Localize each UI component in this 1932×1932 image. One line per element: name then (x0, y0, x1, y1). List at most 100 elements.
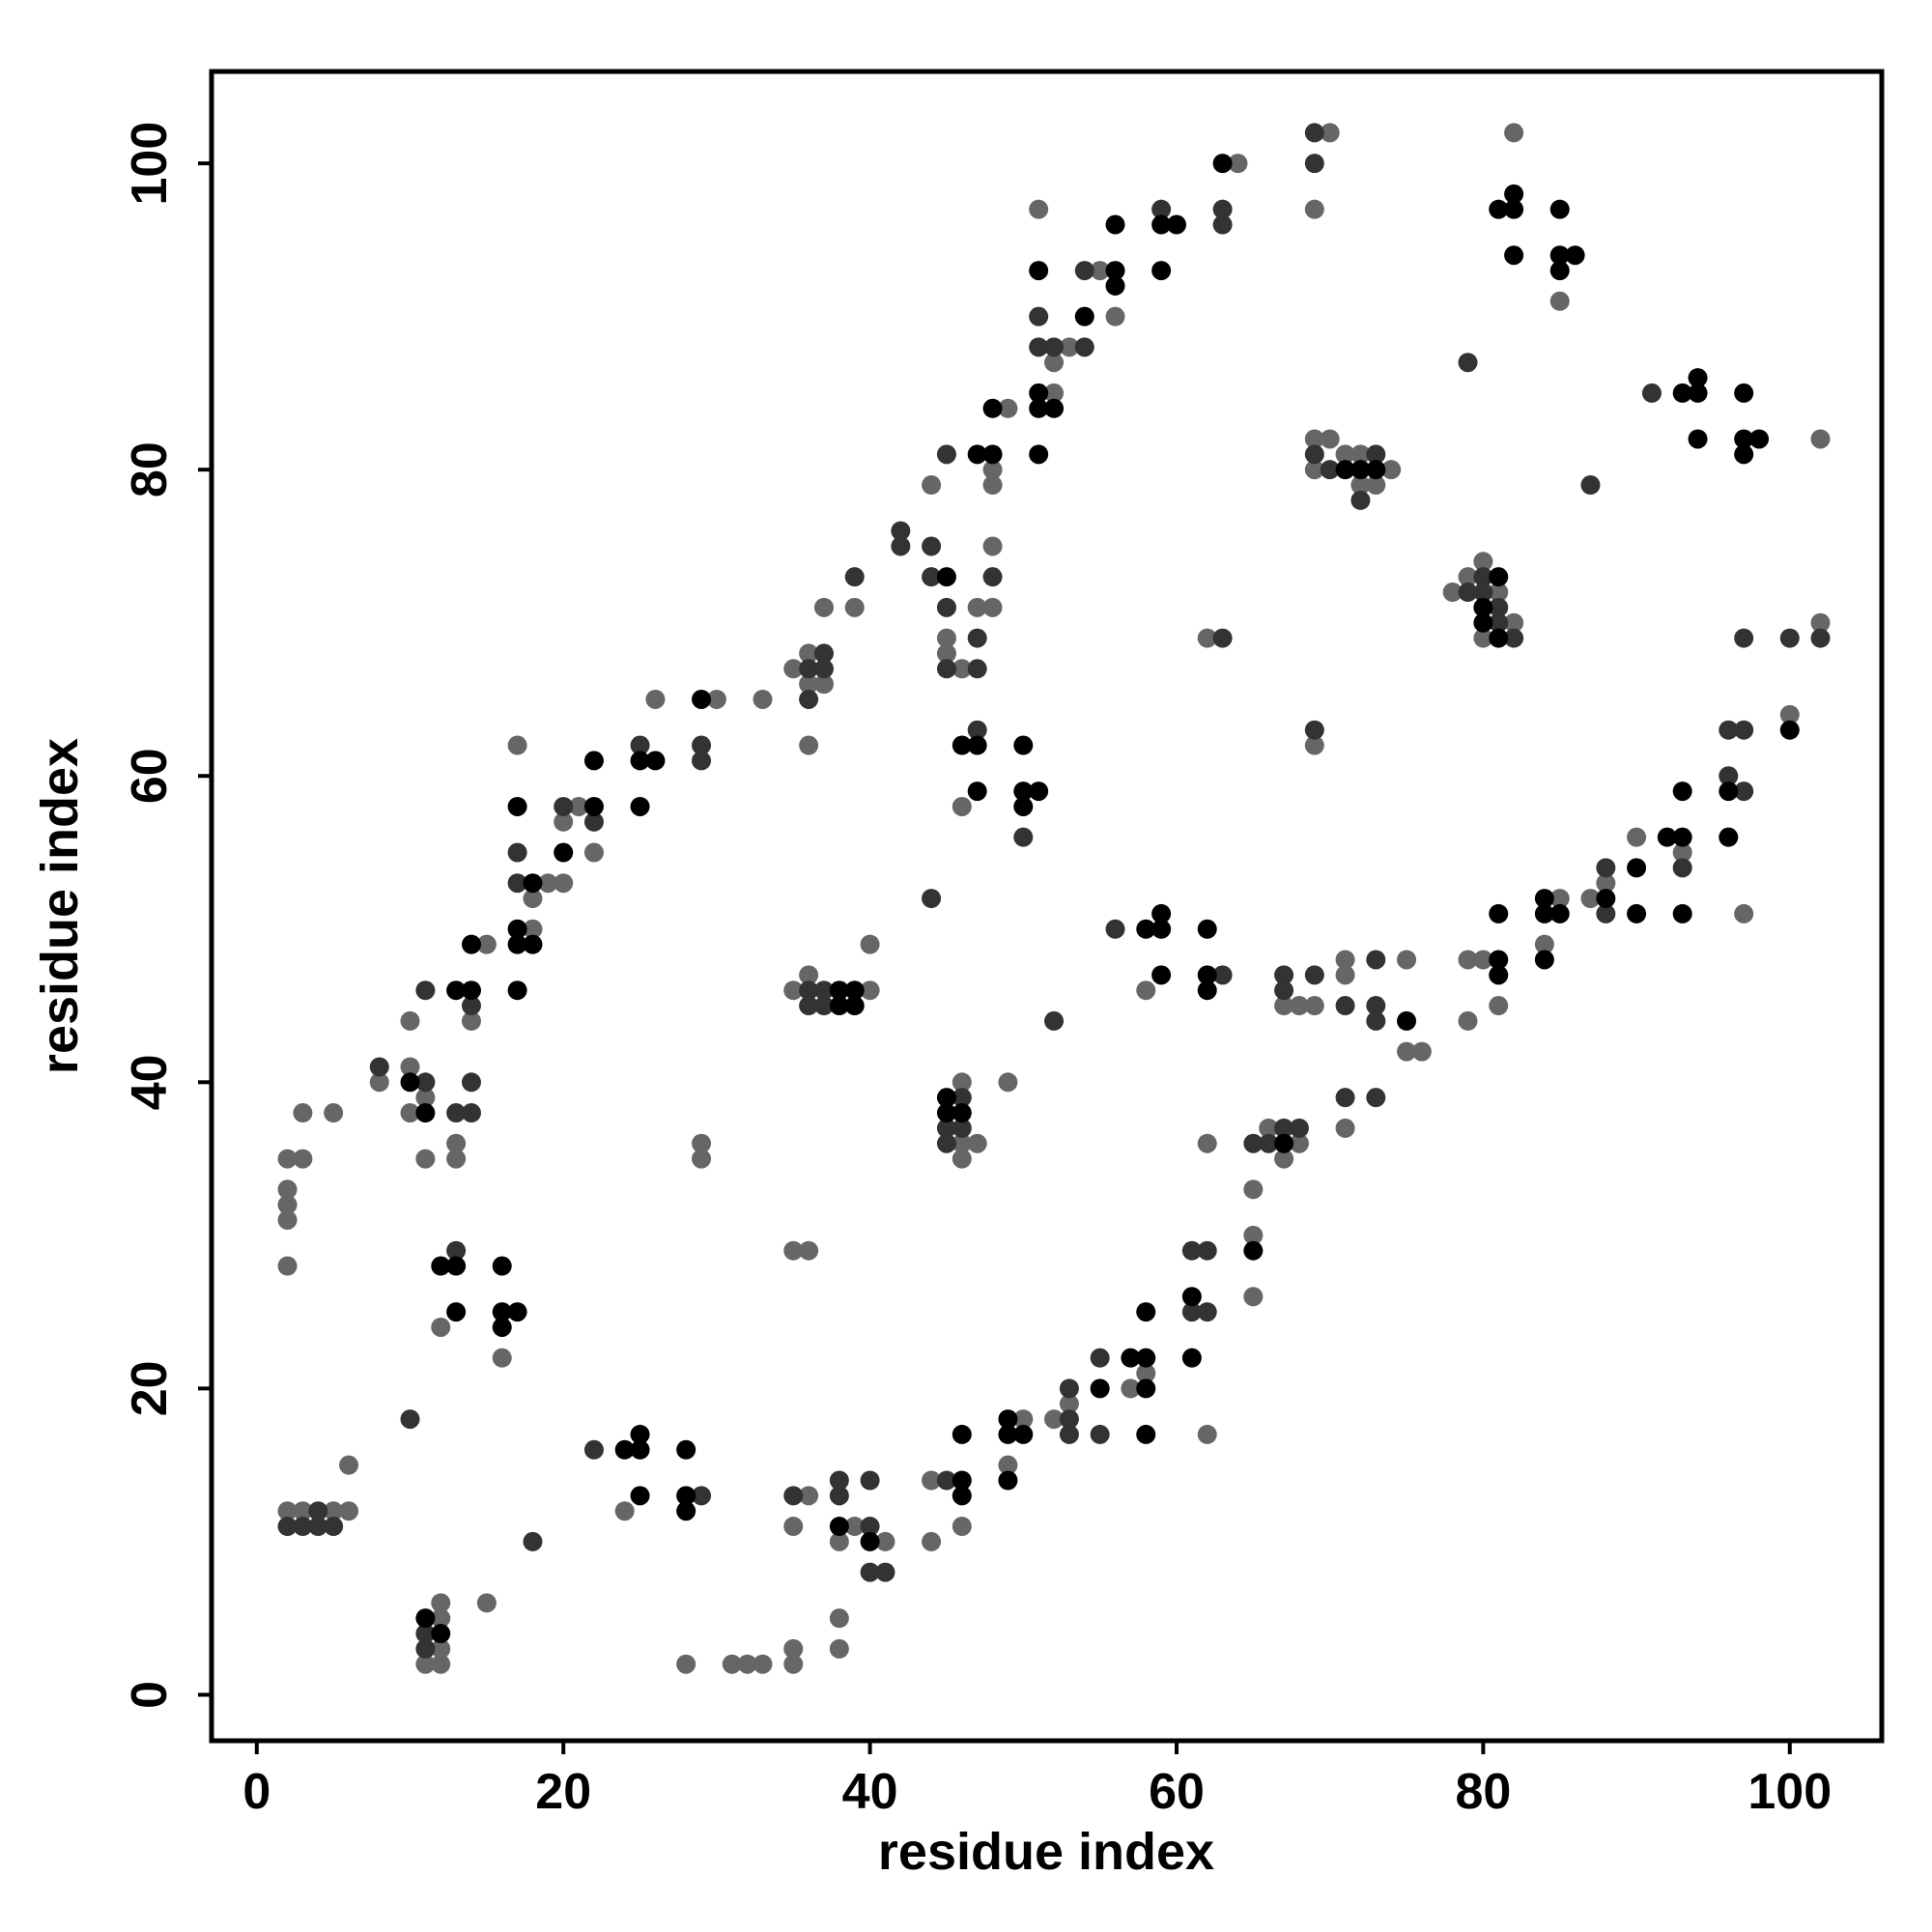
point (922, 475, 942, 496)
point (799, 996, 819, 1016)
point (783, 1240, 804, 1261)
point (1105, 261, 1125, 281)
point (277, 1517, 298, 1537)
point (982, 597, 1003, 617)
point (1259, 1118, 1279, 1138)
point (1197, 980, 1217, 1001)
point (1059, 1424, 1079, 1444)
point (1489, 628, 1509, 648)
x-tick-label: 40 (842, 1764, 898, 1820)
point (829, 996, 849, 1016)
point (1029, 444, 1049, 465)
point (1473, 950, 1493, 970)
point (1197, 965, 1217, 985)
point (1029, 261, 1049, 281)
point (1549, 291, 1570, 311)
point (1289, 1133, 1309, 1153)
y-tick-label: 80 (122, 441, 178, 497)
point (1534, 903, 1554, 923)
point (277, 1209, 298, 1230)
point (1044, 1409, 1065, 1430)
point (952, 1486, 972, 1506)
point (1013, 827, 1034, 847)
point (967, 1133, 987, 1153)
point (1090, 1424, 1110, 1444)
point (1320, 123, 1340, 143)
point (952, 735, 972, 755)
point (369, 1057, 389, 1077)
point (1549, 245, 1570, 266)
point (829, 1608, 849, 1629)
point (1029, 781, 1049, 802)
point (967, 444, 987, 465)
point (676, 1439, 696, 1460)
point (936, 1118, 956, 1138)
point (1197, 919, 1217, 939)
point (446, 1256, 467, 1276)
point (431, 1608, 451, 1629)
point (554, 873, 574, 894)
point (1366, 950, 1386, 970)
point (277, 1501, 298, 1521)
point (676, 1486, 696, 1506)
point (1013, 796, 1034, 816)
point (415, 980, 436, 1001)
point (1136, 1363, 1156, 1383)
point (722, 1654, 742, 1674)
point (461, 1103, 481, 1123)
point (507, 934, 527, 954)
point (1734, 628, 1754, 648)
point (1105, 306, 1125, 327)
point (1779, 704, 1800, 724)
point (1074, 337, 1094, 357)
point (1136, 1378, 1156, 1399)
point (1090, 1348, 1110, 1368)
point (1320, 460, 1340, 480)
point (982, 460, 1003, 480)
point (1381, 460, 1402, 480)
point (1779, 720, 1800, 740)
point (1274, 1118, 1294, 1138)
point (1181, 1302, 1202, 1322)
x-axis-title: residue index (878, 1823, 1214, 1881)
point (1074, 261, 1094, 281)
point (492, 1256, 512, 1276)
point (1197, 1302, 1217, 1322)
point (538, 873, 558, 894)
point (1335, 965, 1355, 985)
point (844, 567, 865, 587)
point (692, 735, 712, 755)
point (415, 1103, 436, 1123)
point (1504, 245, 1524, 266)
point (813, 980, 834, 1001)
point (952, 1517, 972, 1537)
point (1335, 444, 1355, 465)
point (799, 1240, 819, 1261)
point (523, 889, 543, 909)
point (1366, 1088, 1386, 1108)
point (1657, 827, 1677, 847)
point (813, 996, 834, 1016)
point (583, 842, 604, 863)
point (1672, 781, 1692, 802)
point (1197, 1133, 1217, 1153)
point (339, 1455, 359, 1475)
point (922, 567, 942, 587)
point (1489, 582, 1509, 603)
point (431, 1317, 451, 1337)
point (1366, 460, 1386, 480)
point (1274, 965, 1294, 985)
point (1181, 1287, 1202, 1307)
point (952, 1072, 972, 1093)
point (1549, 889, 1570, 909)
point (293, 1103, 313, 1123)
point (523, 873, 543, 894)
point (799, 980, 819, 1001)
point (1212, 628, 1233, 648)
point (415, 1072, 436, 1093)
point (1580, 475, 1601, 496)
point (998, 1424, 1018, 1444)
point (1212, 199, 1233, 219)
point (369, 1072, 389, 1093)
